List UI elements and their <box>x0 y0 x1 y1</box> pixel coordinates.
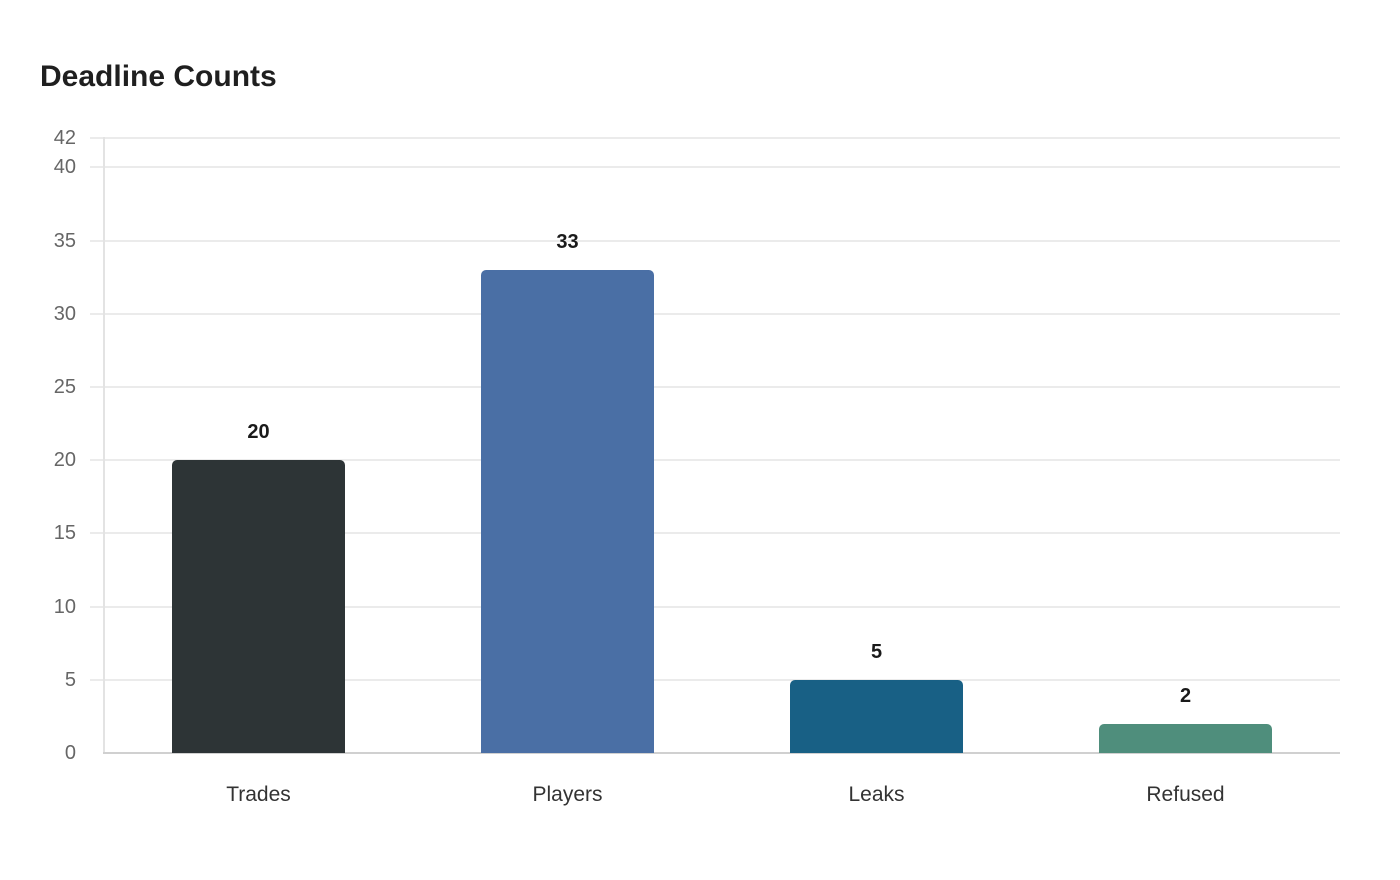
bar-trades[interactable] <box>172 460 345 753</box>
x-tick-label: Trades <box>226 783 291 806</box>
y-tick-label: 25 <box>53 375 76 398</box>
x-tick-label: Players <box>532 783 603 806</box>
y-tick-label: 42 <box>53 127 76 149</box>
y-tick-label: 20 <box>53 449 76 472</box>
chart-title: Deadline Counts <box>40 60 277 93</box>
value-label: 5 <box>870 640 883 663</box>
gridline <box>90 459 1340 462</box>
y-tick-label: 15 <box>53 522 76 545</box>
gridline <box>90 239 1340 242</box>
gridline <box>90 605 1340 608</box>
y-tick-label: 35 <box>53 229 76 252</box>
bar-refused[interactable] <box>1099 723 1272 753</box>
y-tick-label: 5 <box>64 668 76 691</box>
bar-players[interactable] <box>481 269 654 753</box>
gridline <box>90 678 1340 681</box>
y-axis <box>103 137 105 754</box>
x-tick-label: Refused <box>1146 783 1225 806</box>
gridline <box>90 385 1340 388</box>
gridline <box>90 166 1340 169</box>
bar-leaks[interactable] <box>790 679 963 753</box>
x-tick-label: Leaks <box>848 783 905 806</box>
gridline <box>90 312 1340 315</box>
value-label: 33 <box>556 230 579 253</box>
y-tick-label: 30 <box>53 302 76 325</box>
x-axis <box>103 752 1340 754</box>
y-tick-label: 40 <box>53 156 76 179</box>
gridline <box>90 137 1340 139</box>
value-label: 2 <box>1179 684 1192 707</box>
gridline <box>90 532 1340 535</box>
y-tick-label: 10 <box>53 595 76 618</box>
value-label: 20 <box>247 421 270 444</box>
y-tick-label: 0 <box>64 742 76 764</box>
